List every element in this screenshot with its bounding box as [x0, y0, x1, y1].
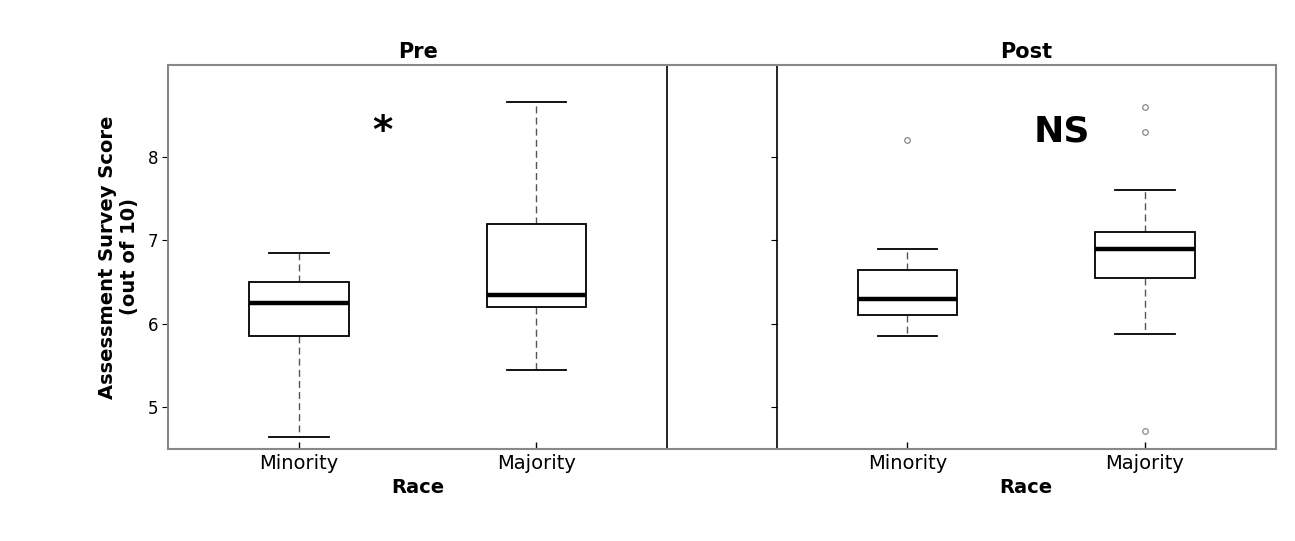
Bar — [1096, 232, 1195, 278]
Bar — [487, 223, 587, 307]
Text: *: * — [372, 113, 392, 151]
Title: Post: Post — [1000, 42, 1053, 62]
Text: NS: NS — [1033, 115, 1090, 149]
Bar — [857, 269, 957, 315]
Title: Pre: Pre — [398, 42, 438, 62]
Y-axis label: Assessment Survey Score
(out of 10): Assessment Survey Score (out of 10) — [98, 115, 139, 399]
Bar — [249, 282, 348, 337]
X-axis label: Race: Race — [1000, 478, 1053, 497]
X-axis label: Race: Race — [391, 478, 444, 497]
